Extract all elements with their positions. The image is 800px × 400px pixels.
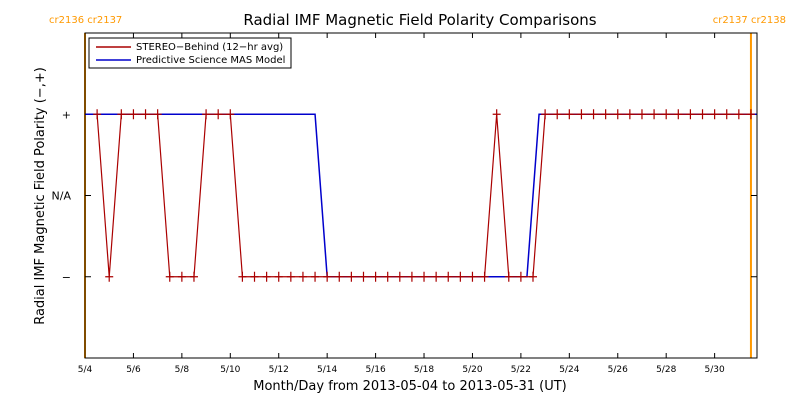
x-tick-label: 5/6 [126, 365, 141, 375]
legend: STEREO−Behind (12−hr avg) Predictive Sci… [88, 37, 292, 69]
mas-model-line [85, 113, 757, 278]
legend-label-mas: Predictive Science MAS Model [136, 55, 285, 66]
stereo-data-point [105, 271, 114, 282]
stereo-data-point [698, 109, 707, 120]
stereo-data-point [214, 109, 223, 120]
stereo-data-point [129, 109, 138, 120]
stereo-data-point [444, 271, 453, 282]
stereo-data-point [650, 109, 659, 120]
x-tick-label: 5/28 [656, 365, 676, 375]
stereo-data-point [189, 271, 198, 282]
stereo-data-point [177, 271, 186, 282]
stereo-data-point [141, 109, 150, 120]
stereo-data-point [202, 109, 211, 120]
stereo-data-point [371, 271, 380, 282]
stereo-data-point [153, 109, 162, 120]
stereo-data-point [662, 109, 671, 120]
x-tick-label: 5/8 [175, 365, 190, 375]
stereo-data-point [492, 109, 501, 120]
stereo-data-point [710, 109, 719, 120]
x-tick-label: 5/30 [705, 365, 725, 375]
legend-box [88, 37, 292, 69]
stereo-data-point [734, 109, 743, 120]
stereo-data-point [432, 271, 441, 282]
stereo-data-point [238, 271, 247, 282]
stereo-data-point [226, 109, 235, 120]
x-tick-label: 5/26 [608, 365, 628, 375]
stereo-data-point [323, 271, 332, 282]
stereo-behind-line [96, 113, 751, 278]
stereo-data-point [335, 271, 344, 282]
plot-area: 5/4 5/6 5/8 5/10 5/12 5/14 5/16 5/18 5/20 5/22 5/2… [52, 33, 757, 375]
stereo-data-point [274, 271, 283, 282]
y-axis-label: Radial IMF Magnetic Field Polarity (−,+) [33, 67, 48, 325]
stereo-data-point [383, 271, 392, 282]
stereo-data-point [686, 109, 695, 120]
stereo-data-point [637, 109, 646, 120]
x-axis-label: Month/Day from 2013-05-04 to 2013-05-31 … [253, 379, 566, 394]
stereo-data-point [516, 271, 525, 282]
stereo-data-point [250, 271, 259, 282]
y-tick-label: N/A [52, 190, 72, 203]
stereo-data-point [456, 271, 465, 282]
stereo-data-point [347, 271, 356, 282]
stereo-data-point [298, 271, 307, 282]
x-tick-label: 5/12 [269, 365, 289, 375]
stereo-data-point [553, 109, 562, 120]
stereo-data-point [674, 109, 683, 120]
stereo-data-point [613, 109, 622, 120]
x-tick-label: 5/4 [78, 365, 93, 375]
plot-frame [84, 32, 758, 359]
stereo-data-point [407, 271, 416, 282]
stereo-data-point [165, 271, 174, 282]
stereo-data-point [420, 271, 429, 282]
stereo-data-point [311, 271, 320, 282]
x-tick-label: 5/18 [414, 365, 434, 375]
stereo-data-point [589, 109, 598, 120]
x-tick-label: 5/22 [511, 365, 531, 375]
chart-title: Radial IMF Magnetic Field Polarity Compa… [243, 11, 596, 29]
y-tick-label: − [62, 271, 71, 284]
stereo-data-point [529, 271, 537, 282]
stereo-data-point [746, 109, 755, 120]
stereo-data-point [541, 109, 550, 120]
stereo-data-point [359, 271, 368, 282]
carrington-label-left: cr2136 cr2137 [49, 15, 122, 26]
carrington-label-right: cr2137 cr2138 [713, 15, 786, 26]
x-tick-label: 5/10 [220, 365, 240, 375]
x-tick-label: 5/14 [317, 365, 337, 375]
stereo-data-point [262, 271, 271, 282]
stereo-data-point [117, 109, 126, 120]
x-tick-label: 5/24 [559, 365, 579, 375]
y-tick-label: + [62, 108, 71, 121]
stereo-data-point [93, 109, 102, 120]
legend-label-stereo: STEREO−Behind (12−hr avg) [136, 42, 283, 53]
stereo-data-point [565, 109, 574, 120]
stereo-data-point [601, 109, 610, 120]
x-tick-label: 5/16 [365, 365, 385, 375]
stereo-data-point [722, 109, 731, 120]
stereo-data-point [504, 271, 513, 282]
x-tick-label: 5/20 [462, 365, 482, 375]
stereo-data-point [625, 109, 634, 120]
stereo-data-point [577, 109, 586, 120]
stereo-data-point [468, 271, 477, 282]
stereo-data-point [480, 271, 489, 282]
stereo-data-point [395, 271, 404, 282]
stereo-data-point [286, 271, 295, 282]
